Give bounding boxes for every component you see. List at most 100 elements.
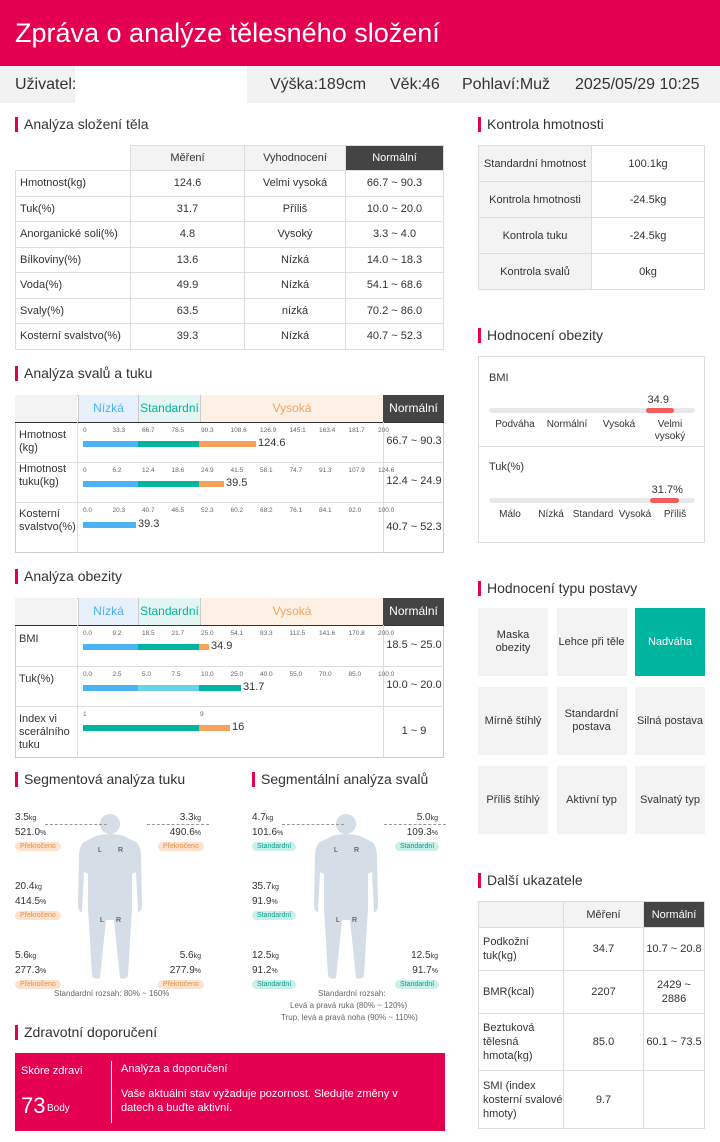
tick-label: 21.7 <box>171 630 185 637</box>
comp-normal: 10.0 ~ 20.0 <box>345 195 444 222</box>
advice-title: Analýza a doporučení <box>121 1063 228 1075</box>
scale-value: 31.7% <box>651 484 683 496</box>
other-value: 34.7 <box>563 927 644 971</box>
col-line <box>77 666 78 706</box>
leader-line <box>147 824 209 825</box>
seg-tr-badge: Překročeno <box>15 911 61 920</box>
scale-value: 34.9 <box>647 394 669 406</box>
tick-label: 1 <box>83 711 87 718</box>
other-row: Podkožní tuk(kg) 34.7 10.7 ~ 20.8 <box>478 927 705 971</box>
row-label: Kosterní svalstvo(%) <box>19 508 76 533</box>
other-normal: 2429 ~ 2886 <box>643 970 705 1014</box>
tick-label: 108.6 <box>230 427 247 434</box>
tick-label: 78.5 <box>171 427 185 434</box>
bmi-label: BMI <box>489 372 509 384</box>
tick-label: 20.3 <box>112 507 126 514</box>
seg-rl-badge: Překročeno <box>158 980 204 989</box>
seg-la-badge: Překročeno <box>15 842 61 851</box>
value-bar <box>138 441 199 447</box>
tick-label: 18.6 <box>171 467 185 474</box>
normal-range: 1 ~ 9 <box>401 725 427 737</box>
comp-eval: nízká <box>244 297 346 324</box>
comp-value: 31.7 <box>130 195 245 222</box>
comp-normal: 70.2 ~ 86.0 <box>345 297 444 324</box>
scale-category: Vysoká <box>618 509 652 520</box>
row-label: Hmotnost (kg) <box>19 429 67 454</box>
band-blank <box>15 598 77 625</box>
tick-label: 40.7 <box>142 507 155 514</box>
comp-value: 124.6 <box>130 170 245 197</box>
body-type-1: Maska obezity <box>478 608 548 676</box>
row-label: BMI <box>19 632 39 645</box>
composition-row: Bílkoviny(%) 13.6 Nízká 14.0 ~ 18.3 <box>15 246 444 273</box>
seg-ll-badge: Překročeno <box>15 980 61 989</box>
wc-name: Kontrola svalů <box>478 253 592 290</box>
value-bar <box>199 685 241 691</box>
comp-value: 63.5 <box>130 297 245 324</box>
age-info: Věk:46 <box>390 76 440 93</box>
tick-label: 33.3 <box>112 427 126 434</box>
weight-control-row: Kontrola svalů 0kg <box>478 253 705 290</box>
other-title: Další ukazatele <box>478 872 583 888</box>
composition-table: Měření Vyhodnocení Normální Hmotnost(kg)… <box>15 145 444 350</box>
value-bar <box>199 481 224 487</box>
comp-normal: 3.3 ~ 4.0 <box>345 221 444 248</box>
obesity-eval-title: Hodnocení obezity <box>478 327 603 343</box>
seg-tr-value: 20.4kg 414.5% <box>15 881 47 907</box>
tick-label: 52.3 <box>201 507 214 514</box>
scale-category: Málo <box>499 509 521 520</box>
tick-label: 0 <box>83 467 87 474</box>
tick-label: 66.7 <box>142 427 155 434</box>
other-row: SMI (index kosterní svalové hmoty) 9.7 <box>478 1070 705 1129</box>
score-value: 73 <box>21 1093 46 1118</box>
row-line <box>15 706 444 707</box>
value-label: 39.3 <box>138 518 160 530</box>
tick-label: 6.2 <box>112 467 122 474</box>
leader-line <box>384 824 446 825</box>
user-field <box>75 66 247 103</box>
seg-tr-badge: Standardní <box>252 911 297 920</box>
scale-marker <box>645 408 675 413</box>
scale-category: Normální <box>546 419 588 430</box>
weight-control-row: Kontrola tuku -24.5kg <box>478 217 705 254</box>
tick-label: 46.5 <box>171 507 185 514</box>
svg-text:R: R <box>352 917 357 924</box>
col-eval: Vyhodnocení <box>244 145 346 171</box>
tick-label: 126.9 <box>260 427 277 434</box>
other-row: Beztuková tělesná hmota(kg) 85.0 60.1 ~ 73… <box>478 1013 705 1071</box>
svg-text:R: R <box>118 847 123 854</box>
weight-control-title: Kontrola hmotnosti <box>478 116 604 132</box>
scale-category: Standard <box>572 509 614 520</box>
body-type-2: Lehce při tělе <box>556 608 627 676</box>
other-value: 85.0 <box>563 1013 644 1071</box>
svg-text:R: R <box>116 917 121 924</box>
comp-eval: Příliš <box>244 195 346 222</box>
comp-normal: 66.7 ~ 90.3 <box>345 170 444 197</box>
wc-value: 0kg <box>591 253 705 290</box>
band-low: Nízká <box>78 598 138 625</box>
col-measure: Měření <box>130 145 245 171</box>
seg-mus-footnote-2: Levá a pravá ruka (80% ~ 120%) <box>290 1001 408 1010</box>
tick-label: 60.2 <box>230 507 244 514</box>
col-line <box>77 706 78 758</box>
value-bar <box>83 725 199 731</box>
seg-ll-value: 5.6kg 277.3% <box>15 950 47 976</box>
seg-ra-badge: Standardní <box>395 842 440 851</box>
tick-label: 24.9 <box>201 467 214 474</box>
scale-category: Velmi vysoký <box>654 419 686 442</box>
tick-label: 58.1 <box>260 467 273 474</box>
value-label: 39.5 <box>226 477 248 489</box>
tick-label: 0.0 <box>83 630 93 637</box>
tick-label: 84.1 <box>319 507 332 514</box>
tick-label: 145.1 <box>289 427 306 434</box>
comp-name: Svaly(%) <box>15 297 131 324</box>
svg-text:L: L <box>100 917 104 924</box>
comp-normal: 40.7 ~ 52.3 <box>345 323 444 350</box>
other-name: Beztuková tělesná hmota(kg) <box>478 1013 564 1071</box>
body-type-9: Svalnatý typ <box>635 766 705 834</box>
scale-category: Příliš <box>663 509 687 520</box>
value-label: 31.7 <box>243 681 265 693</box>
seg-ll-value: 12.5kg 91.2% <box>252 950 279 976</box>
band-high: Vysoká <box>200 395 383 422</box>
other-table: Měření Normální Podkožní tuk(kg) 34.7 10.7… <box>478 901 705 1129</box>
